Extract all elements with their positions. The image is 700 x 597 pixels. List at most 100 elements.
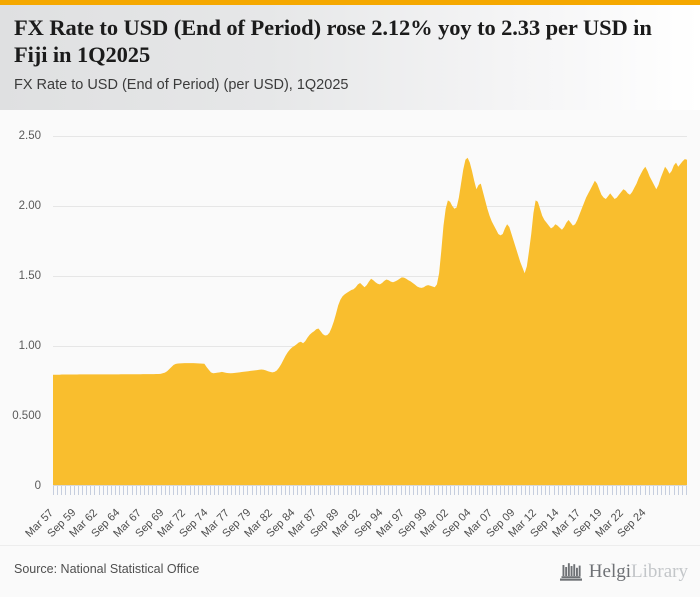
x-axis-tick-mark (305, 486, 307, 495)
x-axis-tick-mark (665, 486, 667, 495)
x-axis-tick-mark (512, 486, 514, 495)
x-axis-tick-mark (412, 486, 414, 495)
x-axis-tick-mark (81, 486, 83, 495)
x-axis-tick-mark (259, 486, 261, 495)
x-axis-tick-mark (334, 486, 336, 495)
x-axis-tick-mark (193, 486, 195, 495)
plot-area (53, 136, 687, 486)
x-axis-tick-mark (346, 486, 348, 495)
x-axis-tick-mark (396, 486, 398, 495)
x-axis-tick-mark (110, 486, 112, 495)
x-axis-tick-mark (425, 486, 427, 495)
x-axis-tick-mark (615, 486, 617, 495)
x-axis-tick-mark (326, 486, 328, 495)
x-axis-tick-mark (636, 486, 638, 495)
x-axis-tick-mark (288, 486, 290, 495)
x-axis-tick-mark (317, 486, 319, 495)
x-axis-tick-mark (123, 486, 125, 495)
x-axis-tick-mark (363, 486, 365, 495)
x-axis-tick-mark (652, 486, 654, 495)
x-axis-tick-mark (144, 486, 146, 495)
x-axis-tick-mark (553, 486, 555, 495)
brand-wordmark: HelgiLibrary (589, 562, 688, 581)
x-axis-tick-mark (230, 486, 232, 495)
top-accent-bar (0, 0, 700, 5)
x-axis-tick-mark (342, 486, 344, 495)
x-axis-tick-mark (561, 486, 563, 495)
y-axis-tick-label: 2.50 (18, 130, 41, 142)
x-axis-tick-mark (243, 486, 245, 495)
helgi-library-logo[interactable]: HelgiLibrary (559, 558, 688, 584)
x-axis-tick-mark (210, 486, 212, 495)
x-axis-tick-mark (350, 486, 352, 495)
x-axis-tick-mark (280, 486, 282, 495)
x-axis-tick-mark (73, 486, 75, 495)
x-axis-tick-mark (264, 486, 265, 495)
chart-footer: Source: National Statistical Office Helg… (0, 545, 700, 597)
x-axis-tick-mark (541, 486, 543, 495)
x-axis-tick-mark (516, 486, 518, 495)
x-axis-tick-mark (292, 486, 294, 495)
x-axis-tick-mark (644, 486, 646, 495)
x-axis-tick-mark (235, 486, 237, 495)
x-axis-tick-mark (367, 486, 369, 495)
y-axis-tick-label: 0.500 (12, 410, 41, 422)
x-axis-tick-mark (131, 486, 133, 495)
y-axis-tick-label: 0 (34, 480, 41, 492)
x-axis-tick-mark (189, 486, 191, 495)
x-axis-tick-mark (272, 486, 274, 495)
x-axis-tick-mark (528, 486, 530, 495)
x-axis-tick-mark (106, 486, 108, 495)
x-axis-tick-mark (495, 486, 497, 495)
x-axis-tick-mark (338, 486, 340, 495)
x-axis-tick-mark (61, 486, 63, 495)
x-axis-tick-mark (65, 486, 67, 495)
x-axis-tick-mark (441, 486, 443, 495)
x-axis-tick-mark (276, 486, 278, 495)
y-axis-tick-label: 1.00 (18, 340, 41, 352)
x-axis-tick-mark (545, 486, 547, 495)
x-axis-tick-mark (487, 486, 489, 495)
x-axis-tick-mark (619, 486, 621, 495)
x-axis-tick-mark (454, 486, 456, 495)
x-axis-tick-mark (90, 486, 92, 495)
x-axis-tick-mark (156, 486, 158, 495)
x-axis-tick-mark (255, 486, 257, 495)
library-building-icon (559, 563, 582, 581)
x-axis-tick-mark (313, 486, 315, 495)
x-axis-tick-mark (681, 486, 683, 495)
x-axis-tick-mark (181, 486, 183, 495)
x-axis-tick-mark (69, 486, 71, 495)
x-axis-tick-mark (371, 486, 373, 495)
y-axis-tick-label: 1.50 (18, 270, 41, 282)
x-axis-tick-mark (355, 486, 357, 495)
x-axis-tick-mark (77, 486, 79, 495)
y-axis-tick-label: 2.00 (18, 200, 41, 212)
x-axis-tick-mark (470, 486, 472, 495)
x-axis-tick-mark (408, 486, 410, 495)
area-series-path (53, 157, 687, 486)
x-axis-tick-mark (86, 486, 88, 495)
x-axis-tick-mark (466, 486, 468, 495)
x-axis-tick-mark (446, 486, 448, 495)
x-axis-tick-mark (160, 486, 162, 495)
x-axis-tick-mark (309, 486, 311, 495)
x-axis-tick-mark (94, 486, 96, 495)
x-axis-tick-mark (532, 486, 534, 495)
x-axis-tick-mark (400, 486, 402, 495)
x-axis-tick-mark (566, 486, 568, 495)
x-axis-tick-mark (226, 486, 228, 495)
chart-subtitle: FX Rate to USD (End of Period) (per USD)… (14, 77, 349, 93)
x-axis-tick-mark (53, 486, 54, 495)
x-axis-tick-mark (139, 486, 141, 495)
plot-container: Mar 57 Sep 59 Mar 62 Sep 64 Mar 67 Sep 69 Mar … (0, 110, 700, 545)
x-axis-tick-mark (582, 486, 584, 495)
x-axis-tick-mark (570, 486, 572, 495)
x-axis-tick-mark (197, 486, 199, 495)
x-axis-tick-mark (607, 486, 609, 495)
x-axis-tick-mark (590, 486, 592, 495)
x-axis-tick-mark (475, 486, 476, 495)
x-axis-tick-mark (392, 486, 394, 495)
x-axis-tick-mark (661, 486, 663, 495)
x-axis-tick-mark (201, 486, 203, 495)
